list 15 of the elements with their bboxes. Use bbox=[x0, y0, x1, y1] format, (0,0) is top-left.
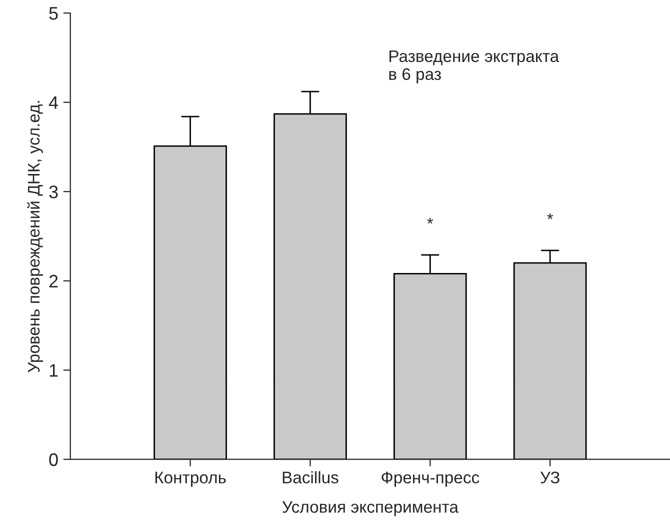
annotation: * bbox=[547, 213, 554, 220]
x-tick-label: УЗ bbox=[540, 472, 560, 484]
x-tick-label: Контроль bbox=[155, 472, 226, 487]
x-tick-label: Френч-пресс bbox=[382, 472, 480, 487]
y-tick-label: 2 bbox=[49, 274, 58, 288]
y-tick-label: 5 bbox=[49, 7, 58, 20]
y-axis-title: Уровень повреждений ДНК, усл.ед. bbox=[27, 101, 43, 372]
y-tick-label: 0 bbox=[49, 453, 58, 466]
x-axis-title: Условия эксперимента bbox=[282, 501, 458, 516]
x-tick-label: Bacillus bbox=[282, 471, 338, 484]
annotation: * bbox=[427, 218, 434, 224]
y-tick-label: 3 bbox=[49, 186, 58, 198]
y-tick-label: 4 bbox=[48, 96, 58, 109]
y-tick-label: 1 bbox=[50, 364, 58, 377]
annotation: Разведение экстракта в 6 раз bbox=[389, 50, 560, 84]
